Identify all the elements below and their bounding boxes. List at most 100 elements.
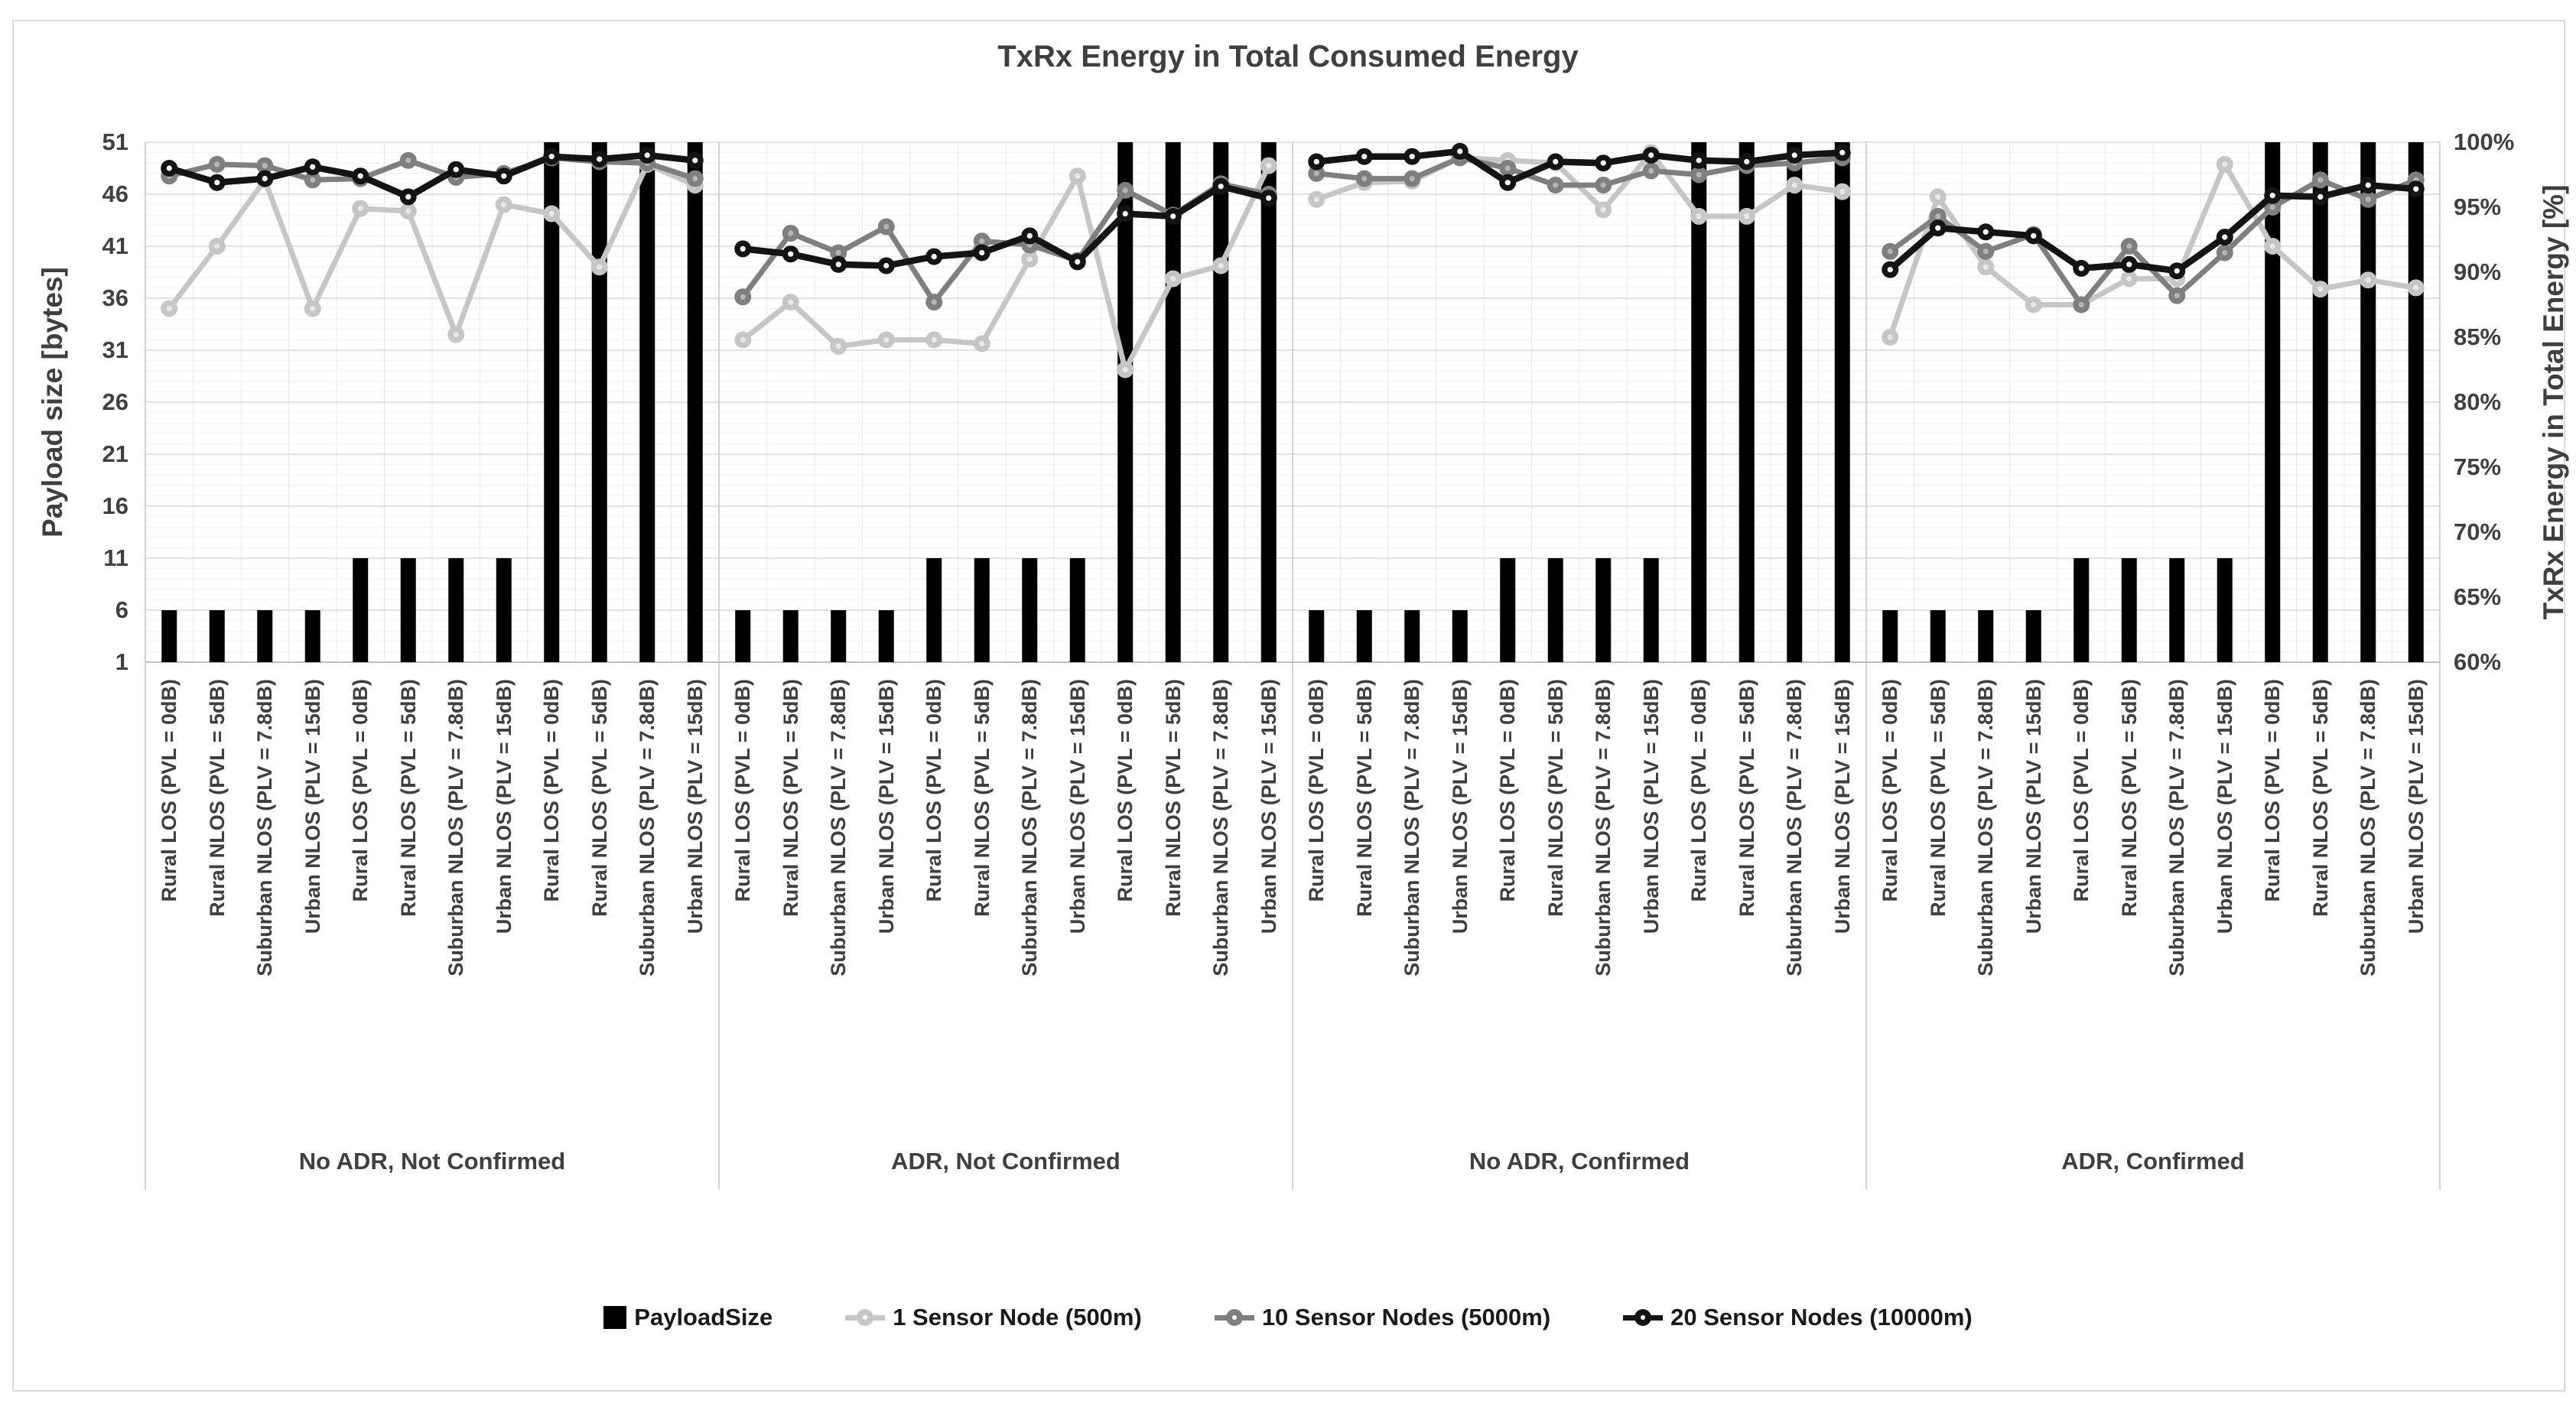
data-point-marker-hole xyxy=(1935,213,1941,219)
legend-item-1-sensor-node: 1 Sensor Node (500m) xyxy=(845,1304,1142,1331)
data-point-marker-hole xyxy=(357,206,363,212)
data-point-marker-hole xyxy=(1982,249,1989,255)
data-point-marker-hole xyxy=(405,208,411,214)
data-point-marker-hole xyxy=(644,152,650,158)
left-axis-tick: 26 xyxy=(102,388,128,415)
payload-bar xyxy=(1500,558,1516,662)
data-point-marker-hole xyxy=(453,167,459,173)
payload-bar xyxy=(1787,142,1803,662)
payload-bar xyxy=(1930,610,1946,662)
payload-bar xyxy=(2025,610,2041,662)
category-label: Suburban NLOS (PLV = 7.8dB) xyxy=(253,679,277,976)
group-label: ADR, Confirmed xyxy=(2061,1148,2245,1174)
data-point-marker-hole xyxy=(1982,229,1989,235)
payload-bar xyxy=(304,610,320,662)
payload-bar xyxy=(1738,142,1755,662)
category-label: Suburban NLOS (PLV = 7.8dB) xyxy=(1018,679,1042,976)
data-point-marker-hole xyxy=(788,299,794,305)
data-point-marker-hole xyxy=(883,262,890,269)
data-point-marker-hole xyxy=(2413,186,2419,192)
data-point-marker-hole xyxy=(453,332,459,338)
data-point-marker-hole xyxy=(1600,182,1606,188)
group-label: ADR, Not Confirmed xyxy=(891,1148,1120,1174)
chart-title: TxRx Energy in Total Consumed Energy xyxy=(997,40,1579,73)
data-point-marker-hole xyxy=(1600,160,1606,166)
legend-item-payloadsize: PayloadSize xyxy=(603,1304,772,1331)
category-label: Suburban NLOS (PLV = 7.8dB) xyxy=(1400,679,1424,976)
data-point-marker-hole xyxy=(979,238,985,244)
line-marker-swatch xyxy=(1623,1306,1664,1329)
payload-bar xyxy=(1452,610,1468,662)
data-point-marker-hole xyxy=(1075,173,1081,179)
legend-label: 20 Sensor Nodes (10000m) xyxy=(1670,1304,1973,1330)
data-point-marker-hole xyxy=(2365,197,2371,203)
payload-bar xyxy=(544,142,560,662)
data-point-marker-hole xyxy=(310,164,316,170)
data-point-marker-hole xyxy=(1553,182,1559,188)
data-point-marker-hole xyxy=(1218,184,1224,190)
left-axis-tick: 6 xyxy=(115,596,128,623)
payload-bar xyxy=(974,558,990,662)
data-point-marker-hole xyxy=(1409,154,1415,160)
data-point-marker-hole xyxy=(1361,176,1368,182)
category-label: Rural LOS (PVL = 0dB) xyxy=(1114,679,1137,902)
data-point-marker-hole xyxy=(2174,268,2180,274)
data-point-marker-hole xyxy=(1887,267,1893,273)
category-label: Urban NLOS (PLV = 15dB) xyxy=(1448,679,1472,934)
data-point-marker-hole xyxy=(931,336,937,343)
data-point-marker-hole xyxy=(1266,163,1272,169)
category-label: Urban NLOS (PLV = 15dB) xyxy=(1065,679,1089,934)
data-point-marker-hole xyxy=(1696,213,1702,219)
payload-bar-swatch xyxy=(603,1306,627,1329)
payload-bar xyxy=(1691,142,1707,662)
payload-bar xyxy=(1069,558,1085,662)
data-point-marker-hole xyxy=(2222,161,2228,167)
data-point-marker-hole xyxy=(883,223,890,230)
right-axis-tick: 80% xyxy=(2454,388,2502,415)
data-point-marker-hole xyxy=(740,336,746,343)
payload-bar xyxy=(161,610,177,662)
right-axis-tick: 65% xyxy=(2454,583,2502,610)
data-point-marker-hole xyxy=(1696,171,1702,178)
category-label: Rural NLOS (PVL = 5dB) xyxy=(1352,679,1376,917)
left-axis-tick: 31 xyxy=(102,336,128,363)
category-label: Suburban NLOS (PLV = 7.8dB) xyxy=(1209,679,1233,976)
payload-bar xyxy=(496,558,512,662)
data-point-marker-hole xyxy=(1313,158,1319,165)
payload-bar xyxy=(1547,558,1563,662)
payload-bar xyxy=(639,142,655,662)
payload-bar xyxy=(1404,610,1420,662)
data-point-marker-hole xyxy=(501,202,507,208)
category-label: Rural LOS (PVL = 0dB) xyxy=(1305,679,1329,902)
data-point-marker-hole xyxy=(788,230,794,236)
left-axis-tick: 41 xyxy=(102,232,128,259)
category-label: Rural NLOS (PVL = 5dB) xyxy=(779,679,802,917)
legend-label: PayloadSize xyxy=(634,1304,773,1330)
category-label: Urban NLOS (PLV = 15dB) xyxy=(1257,679,1280,934)
category-label: Rural LOS (PVL = 0dB) xyxy=(922,679,946,902)
data-point-marker-hole xyxy=(1791,182,1797,188)
category-label: Rural LOS (PVL = 0dB) xyxy=(540,679,564,902)
category-label: Rural NLOS (PVL = 5dB) xyxy=(1735,679,1758,917)
data-point-marker-hole xyxy=(1648,152,1654,158)
data-point-marker-hole xyxy=(166,165,172,171)
data-point-marker-hole xyxy=(1982,264,1989,270)
data-point-marker-hole xyxy=(1457,148,1463,154)
data-point-marker-hole xyxy=(1122,187,1128,193)
payload-bar xyxy=(782,610,798,662)
series-line-pct_1_node xyxy=(167,161,697,338)
data-point-marker-hole xyxy=(1648,167,1654,174)
payload-bar xyxy=(1643,558,1659,662)
data-point-marker-hole xyxy=(2126,262,2132,268)
payload-bar xyxy=(2265,142,2281,662)
data-point-marker-hole xyxy=(1122,366,1128,373)
data-point-marker-hole xyxy=(2222,249,2228,256)
data-point-marker-hole xyxy=(2365,277,2371,283)
category-label: Suburban NLOS (PLV = 7.8dB) xyxy=(444,679,468,976)
data-point-marker-hole xyxy=(1504,180,1511,186)
payload-bar xyxy=(591,142,607,662)
data-point-marker-hole xyxy=(1935,225,1941,231)
payload-bar xyxy=(400,558,416,662)
category-label: Suburban NLOS (PLV = 7.8dB) xyxy=(636,679,659,976)
category-label: Rural LOS (PVL = 0dB) xyxy=(1496,679,1520,902)
